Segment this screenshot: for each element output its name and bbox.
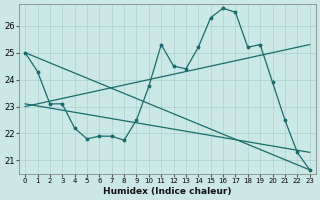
X-axis label: Humidex (Indice chaleur): Humidex (Indice chaleur) [103, 187, 232, 196]
